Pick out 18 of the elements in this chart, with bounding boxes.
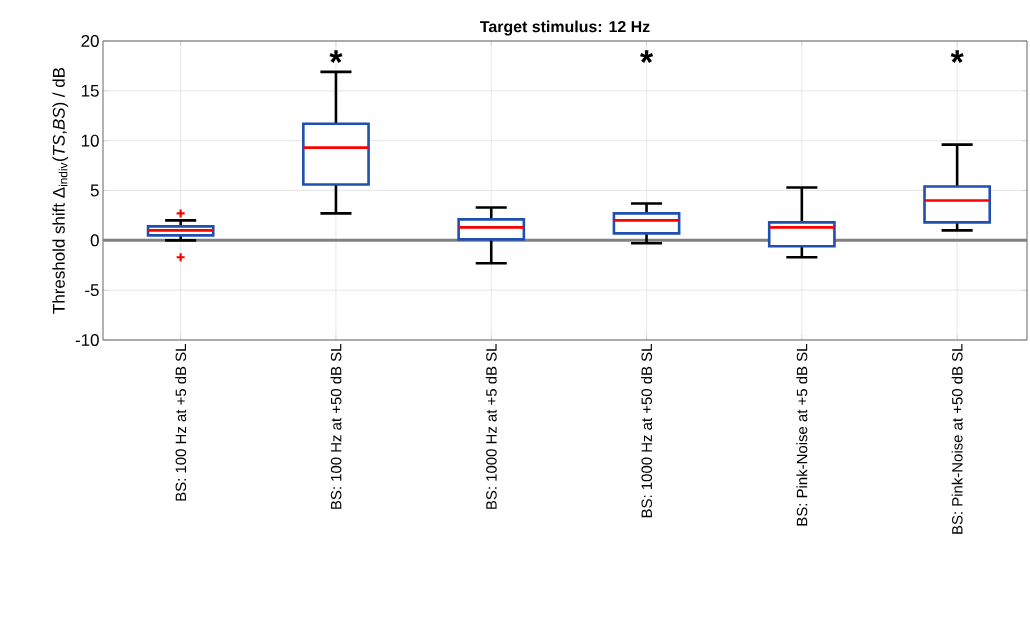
y-tick-label: -10 [75,334,99,346]
y-tick-label: 5 [90,184,99,197]
y-axis-title: Threshold shift Δ$_{indiv}$(TS,BS) / dB [52,67,69,314]
x-tick-label: BS: 100 Hz at +50 dB SL [330,344,342,509]
y-tick-label: 15 [81,84,99,97]
y-tick-label: 0 [90,234,99,247]
annotation: * [329,50,343,63]
y-tick-label: -5 [85,284,99,297]
y-tick-label: 10 [81,134,99,147]
annotation: * [640,50,654,63]
y-tick-label: 20 [81,35,99,47]
x-tick-label: BS: 1000 Hz at +5 dB SL [485,344,497,509]
x-tick-label: BS: 100 Hz at +5 dB SL [175,344,187,501]
x-tick-label: BS: Pink-Noise at +50 dB SL [951,344,963,534]
x-tick-label: BS: Pink-Noise at +5 dB SL [796,344,808,526]
annotation: * [950,50,964,63]
chart-title: Target stimulus: 12 Hz [480,20,650,36]
x-tick-label: BS: 1000 Hz at +50 dB SL [641,344,653,518]
